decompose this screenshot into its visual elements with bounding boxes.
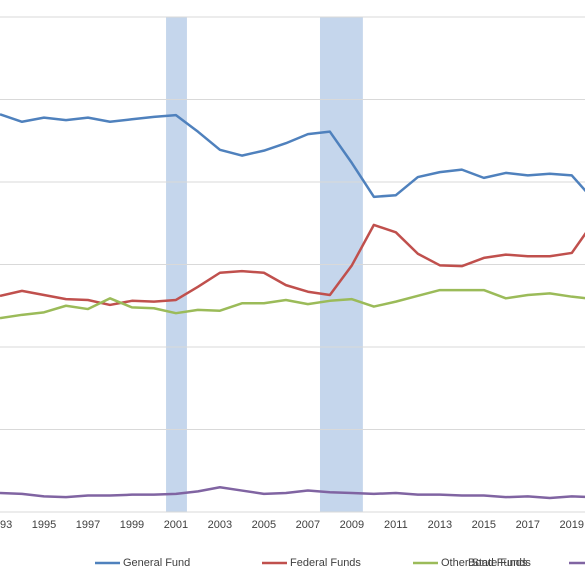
legend-label: Federal Funds	[290, 557, 361, 569]
x-tick-label: 2013	[428, 519, 452, 531]
x-tick-label: 2015	[472, 519, 496, 531]
x-tick-label: 2009	[340, 519, 364, 531]
series-line	[0, 486, 585, 500]
series-line	[0, 113, 585, 199]
x-tick-label: 1995	[32, 519, 56, 531]
x-tick-label: 2001	[164, 519, 188, 531]
series-line	[0, 288, 585, 320]
legend-label: Bond Funds	[468, 557, 528, 569]
x-tick-label: 1993	[0, 519, 12, 531]
x-tick-label: 1997	[76, 519, 100, 531]
legend-label: Other State Funds	[441, 557, 531, 569]
x-tick-label: 2019	[560, 519, 584, 531]
legend-label: General Fund	[123, 557, 190, 569]
series-line	[0, 223, 585, 307]
x-tick-label: 2005	[252, 519, 276, 531]
x-tick-label: 2017	[516, 519, 540, 531]
x-tick-label: 2003	[208, 519, 232, 531]
x-tick-label: 2007	[296, 519, 320, 531]
x-tick-label: 2011	[384, 519, 408, 531]
x-tick-label: 1999	[120, 519, 144, 531]
